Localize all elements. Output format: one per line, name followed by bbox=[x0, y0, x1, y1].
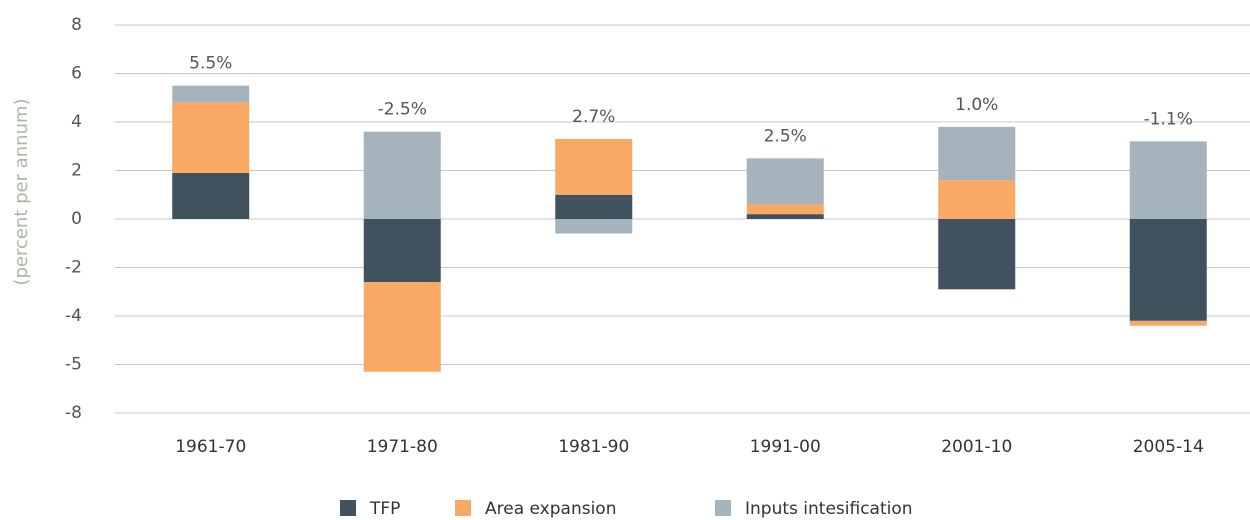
y-tick-label: 0 bbox=[71, 209, 82, 229]
data-label: -1.1% bbox=[1144, 109, 1193, 129]
x-tick-label: 1981-90 bbox=[558, 437, 629, 457]
x-tick-label: 1961-70 bbox=[175, 437, 246, 457]
y-tick-label: -4 bbox=[65, 306, 82, 326]
bar-segment bbox=[555, 219, 633, 234]
y-tick-label: 4 bbox=[71, 112, 82, 132]
bar-segment bbox=[1129, 219, 1207, 321]
bar-segment bbox=[938, 180, 1016, 219]
bar-segment bbox=[555, 138, 633, 195]
bar-segment bbox=[363, 282, 441, 372]
bar-segment bbox=[1129, 320, 1207, 326]
legend-swatch bbox=[715, 500, 731, 516]
data-label: 2.5% bbox=[764, 126, 807, 146]
bar-segment bbox=[746, 214, 824, 219]
bar-segment bbox=[363, 219, 441, 283]
bar-segment bbox=[172, 102, 250, 173]
bar-segment bbox=[172, 85, 250, 103]
x-tick-label: 2005-14 bbox=[1133, 437, 1204, 457]
bar-segment bbox=[555, 194, 633, 219]
bar-segment bbox=[938, 219, 1016, 290]
legend-swatch bbox=[455, 500, 471, 516]
x-tick-label: 2001-10 bbox=[941, 437, 1012, 457]
legend-label: Inputs intesification bbox=[745, 499, 913, 519]
legend-label: TFP bbox=[369, 499, 400, 519]
y-tick-label: -8 bbox=[65, 403, 82, 423]
data-label: 5.5% bbox=[189, 54, 232, 74]
y-tick-label: -5 bbox=[65, 355, 82, 375]
bar-segment bbox=[938, 126, 1016, 181]
data-label: 1.0% bbox=[955, 95, 998, 115]
y-tick-label: 2 bbox=[71, 161, 82, 181]
bar-segment bbox=[746, 158, 824, 205]
data-label: 2.7% bbox=[572, 107, 615, 127]
x-tick-label: 1971-80 bbox=[367, 437, 438, 457]
legend-label: Area expansion bbox=[485, 499, 616, 519]
bar-segment bbox=[363, 131, 441, 219]
y-tick-label: 8 bbox=[71, 15, 82, 35]
x-tick-label: 1991-00 bbox=[750, 437, 821, 457]
bar-segment bbox=[746, 204, 824, 215]
y-tick-label: 6 bbox=[71, 64, 82, 84]
bar-segment bbox=[172, 172, 250, 219]
y-tick-label: -2 bbox=[65, 258, 82, 278]
y-axis-label: (percent per annum) bbox=[11, 98, 32, 285]
data-label: -2.5% bbox=[378, 100, 427, 120]
bar-segment bbox=[1129, 141, 1207, 219]
legend-swatch bbox=[340, 500, 356, 516]
